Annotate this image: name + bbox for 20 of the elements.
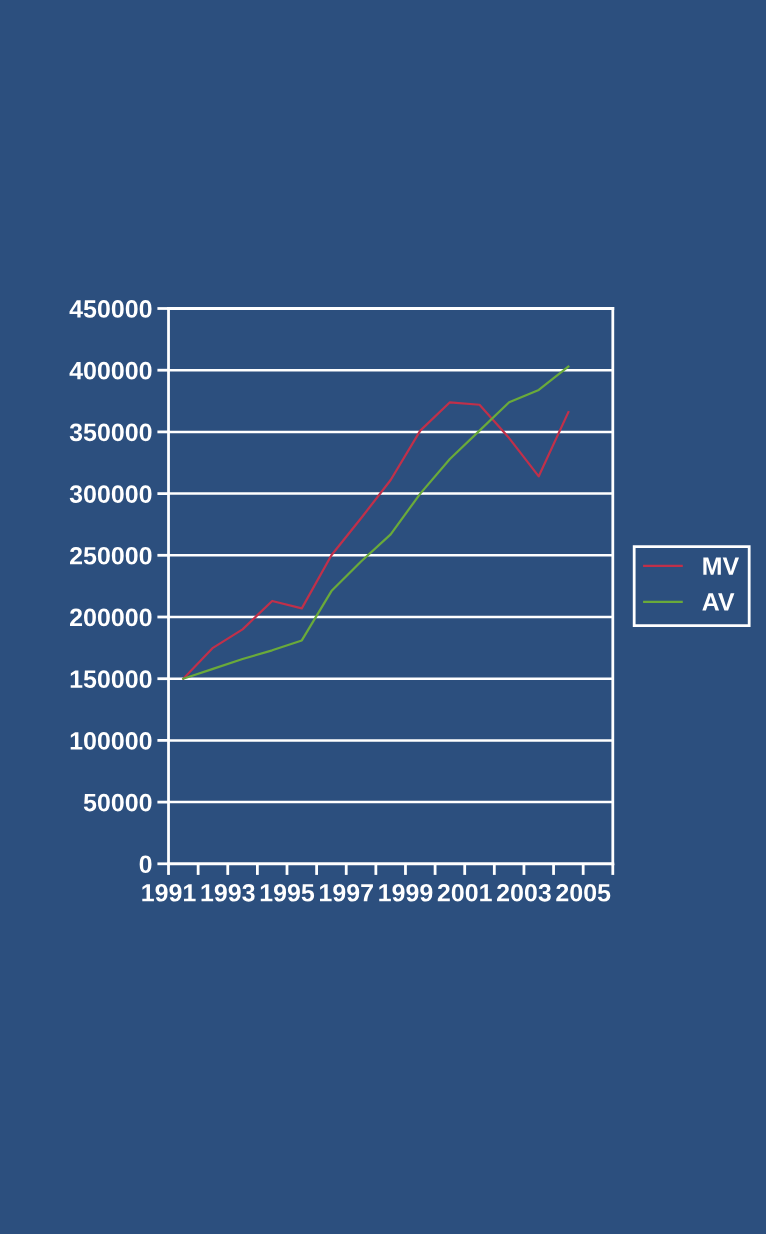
y-tick-label: 200000 bbox=[70, 608, 152, 627]
legend-label: AV bbox=[702, 593, 735, 611]
y-tick-label: 350000 bbox=[69, 423, 152, 442]
x-tick-label: 1995 bbox=[260, 883, 315, 902]
x-tick-label: 2003 bbox=[497, 883, 551, 902]
x-tick-label: 1997 bbox=[320, 883, 373, 902]
x-tick-label: 1991 bbox=[142, 883, 196, 902]
y-tick-label: 300000 bbox=[69, 485, 152, 503]
y-tick-label: 400000 bbox=[69, 361, 152, 380]
x-tick-label: 2001 bbox=[437, 883, 492, 902]
x-tick-label: 2005 bbox=[556, 883, 611, 902]
x-tick-label: 1993 bbox=[201, 883, 255, 902]
legend-label: MV bbox=[703, 557, 740, 575]
y-tick-label: 150000 bbox=[70, 670, 152, 688]
y-tick-label: 0 bbox=[139, 855, 152, 874]
y-tick-label: 450000 bbox=[69, 300, 152, 318]
y-tick-label: 100000 bbox=[70, 732, 152, 750]
x-tick-label: 1999 bbox=[379, 883, 433, 902]
y-tick-label: 250000 bbox=[70, 546, 152, 565]
y-tick-label: 50000 bbox=[83, 793, 152, 812]
